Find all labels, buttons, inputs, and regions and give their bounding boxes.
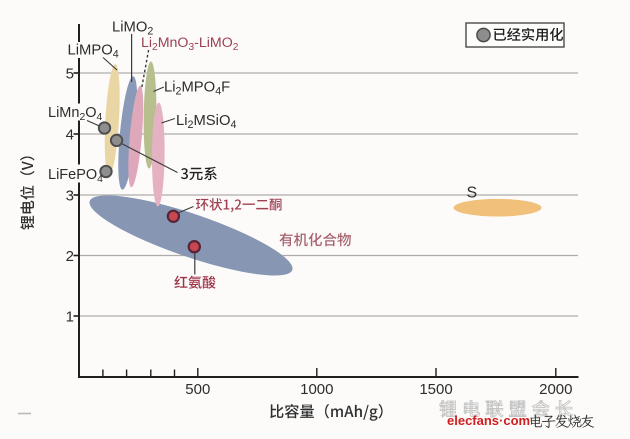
svg-text:1: 1 [66, 308, 74, 325]
svg-text:500: 500 [185, 381, 210, 398]
svg-text:LiMn2O4: LiMn2O4 [48, 105, 103, 123]
svg-text:3: 3 [66, 187, 74, 204]
svg-text:1500: 1500 [419, 381, 452, 398]
svg-text:Li2MnO3-LiMO2: Li2MnO3-LiMO2 [141, 35, 239, 53]
svg-text:LiFePO4: LiFePO4 [48, 167, 103, 185]
svg-text:4: 4 [66, 126, 74, 143]
svg-text:elecfans·com: elecfans·com [447, 413, 530, 428]
svg-text:5: 5 [66, 65, 74, 82]
svg-text:LiMO2: LiMO2 [112, 20, 153, 38]
svg-text:Li2MPO4F: Li2MPO4F [164, 80, 230, 98]
svg-text:Li2MSiO4: Li2MSiO4 [176, 113, 236, 131]
svg-text:S: S [467, 185, 478, 202]
svg-text:2: 2 [66, 248, 74, 265]
svg-text:2000: 2000 [539, 381, 572, 398]
svg-text:1000: 1000 [300, 381, 333, 398]
svg-text:LiMPO4: LiMPO4 [68, 43, 119, 61]
